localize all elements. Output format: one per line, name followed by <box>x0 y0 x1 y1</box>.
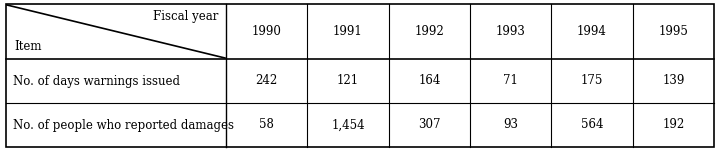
Text: 139: 139 <box>662 74 685 87</box>
Text: 71: 71 <box>503 74 518 87</box>
Text: 242: 242 <box>256 74 278 87</box>
Text: No. of days warnings issued: No. of days warnings issued <box>13 74 180 87</box>
Text: 175: 175 <box>581 74 603 87</box>
Text: 564: 564 <box>581 119 603 132</box>
Text: 1991: 1991 <box>333 25 363 38</box>
Text: Fiscal year: Fiscal year <box>153 10 218 23</box>
Text: 1995: 1995 <box>658 25 688 38</box>
Text: No. of people who reported damages: No. of people who reported damages <box>13 119 234 132</box>
Text: 1990: 1990 <box>252 25 282 38</box>
Text: 121: 121 <box>337 74 359 87</box>
Text: 192: 192 <box>662 119 685 132</box>
Text: 1992: 1992 <box>415 25 444 38</box>
Text: 1,454: 1,454 <box>331 119 365 132</box>
Text: 164: 164 <box>418 74 441 87</box>
Text: 1994: 1994 <box>577 25 607 38</box>
Text: 307: 307 <box>418 119 441 132</box>
Text: Item: Item <box>14 40 42 53</box>
Text: 1993: 1993 <box>496 25 526 38</box>
Text: 93: 93 <box>503 119 518 132</box>
Text: 58: 58 <box>259 119 274 132</box>
